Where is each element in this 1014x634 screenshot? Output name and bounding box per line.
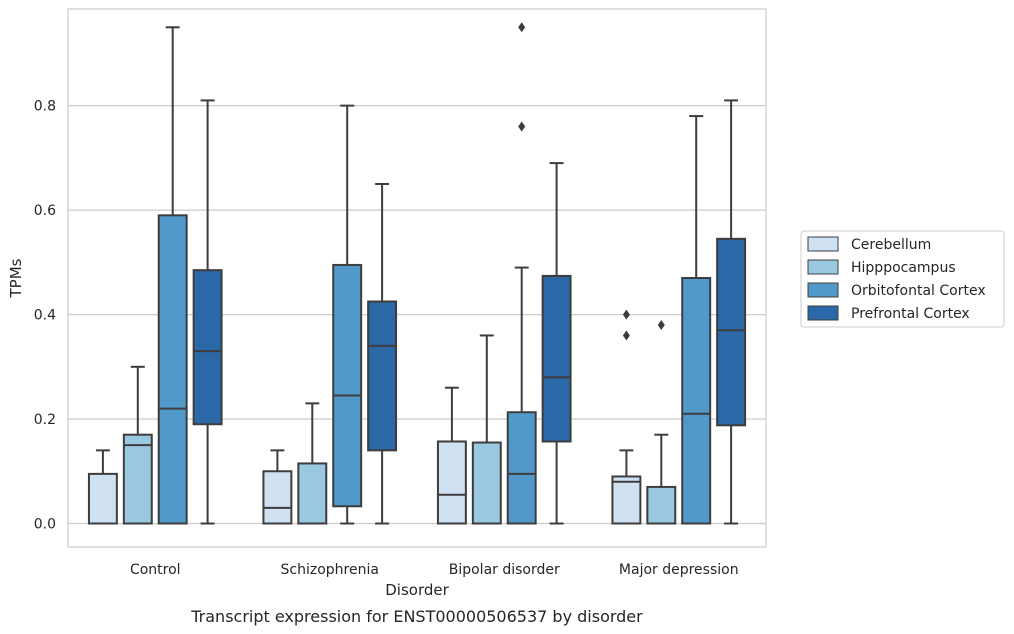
- box-hipppocampus-control: [122, 365, 153, 525]
- legend: Cerebellum Hipppocampus Orbitofontal Corte…: [800, 230, 1005, 328]
- box-hipppocampus-schizophrenia: [297, 402, 328, 525]
- y-tick-label: 0.4: [34, 308, 56, 324]
- box-body: [157, 214, 188, 525]
- box-body: [367, 300, 398, 452]
- x-tick-label: Control: [130, 562, 181, 578]
- y-tick-label: 0.2: [34, 412, 56, 428]
- box-prefrontal-cortex-major-depression: [716, 99, 747, 525]
- box-cerebellum-schizophrenia: [262, 449, 293, 525]
- box-cerebellum-control: [87, 449, 118, 525]
- box-body: [611, 475, 642, 525]
- legend-swatch-orbitofontal-cortex: [807, 282, 839, 298]
- box-body: [262, 470, 293, 525]
- box-orbitofontal-cortex-schizophrenia: [332, 104, 363, 525]
- y-tick-label: 0.8: [34, 99, 56, 115]
- box-body: [471, 441, 502, 525]
- box-body: [436, 440, 467, 525]
- legend-label-prefrontal-cortex: Prefrontal Cortex: [851, 306, 970, 322]
- legend-label-orbitofontal-cortex: Orbitofontal Cortex: [851, 283, 986, 299]
- box-body: [332, 263, 363, 508]
- box-hipppocampus-major-depression: [646, 320, 677, 525]
- outlier-point: [622, 330, 630, 341]
- outlier-point: [622, 309, 630, 320]
- box-prefrontal-cortex-control: [192, 99, 223, 525]
- legend-frame: [800, 230, 1005, 328]
- box-body: [681, 277, 712, 525]
- box-orbitofontal-cortex-control: [157, 26, 188, 525]
- box-cerebellum-major-depression: [611, 309, 642, 525]
- box-prefrontal-cortex-bipolar-disorder: [541, 162, 572, 525]
- box-orbitofontal-cortex-major-depression: [681, 115, 712, 525]
- y-tick-label: 0.0: [34, 516, 56, 532]
- box-body: [541, 274, 572, 443]
- legend-label-hipppocampus: Hipppocampus: [851, 260, 956, 276]
- outlier-point: [518, 22, 526, 33]
- chart-caption: Transcript expression for ENST0000050653…: [190, 607, 643, 626]
- plot-frame: [67, 8, 767, 548]
- x-tick-label: Bipolar disorder: [449, 562, 560, 578]
- box-body: [506, 411, 537, 525]
- x-axis-label: Disorder: [385, 581, 449, 599]
- box-body: [87, 472, 118, 525]
- box-body: [297, 462, 328, 525]
- box-prefrontal-cortex-schizophrenia: [367, 182, 398, 525]
- box-hipppocampus-bipolar-disorder: [471, 334, 502, 525]
- legend-swatch-cerebellum: [807, 236, 839, 252]
- box-cerebellum-bipolar-disorder: [436, 386, 467, 525]
- box-body: [716, 237, 747, 427]
- y-tick-labels: 0.0 0.2 0.4 0.6 0.8: [34, 99, 56, 533]
- x-tick-labels: Control Schizophrenia Bipolar disorder Majo…: [130, 562, 739, 578]
- y-tick-label: 0.6: [34, 203, 56, 219]
- outlier-point: [518, 121, 526, 132]
- y-axis-label: TPMs: [7, 258, 25, 298]
- box-body: [646, 485, 677, 525]
- x-tick-label: Schizophrenia: [281, 562, 379, 578]
- x-tick-label: Major depression: [619, 562, 739, 578]
- outlier-point: [657, 320, 665, 331]
- box-body: [122, 433, 153, 525]
- legend-swatch-hipppocampus: [807, 259, 839, 275]
- box-orbitofontal-cortex-bipolar-disorder: [506, 22, 537, 525]
- legend-label-cerebellum: Cerebellum: [851, 237, 931, 253]
- legend-swatch-prefrontal-cortex: [807, 305, 839, 321]
- box-series-group: [87, 22, 747, 525]
- box-body: [192, 269, 223, 426]
